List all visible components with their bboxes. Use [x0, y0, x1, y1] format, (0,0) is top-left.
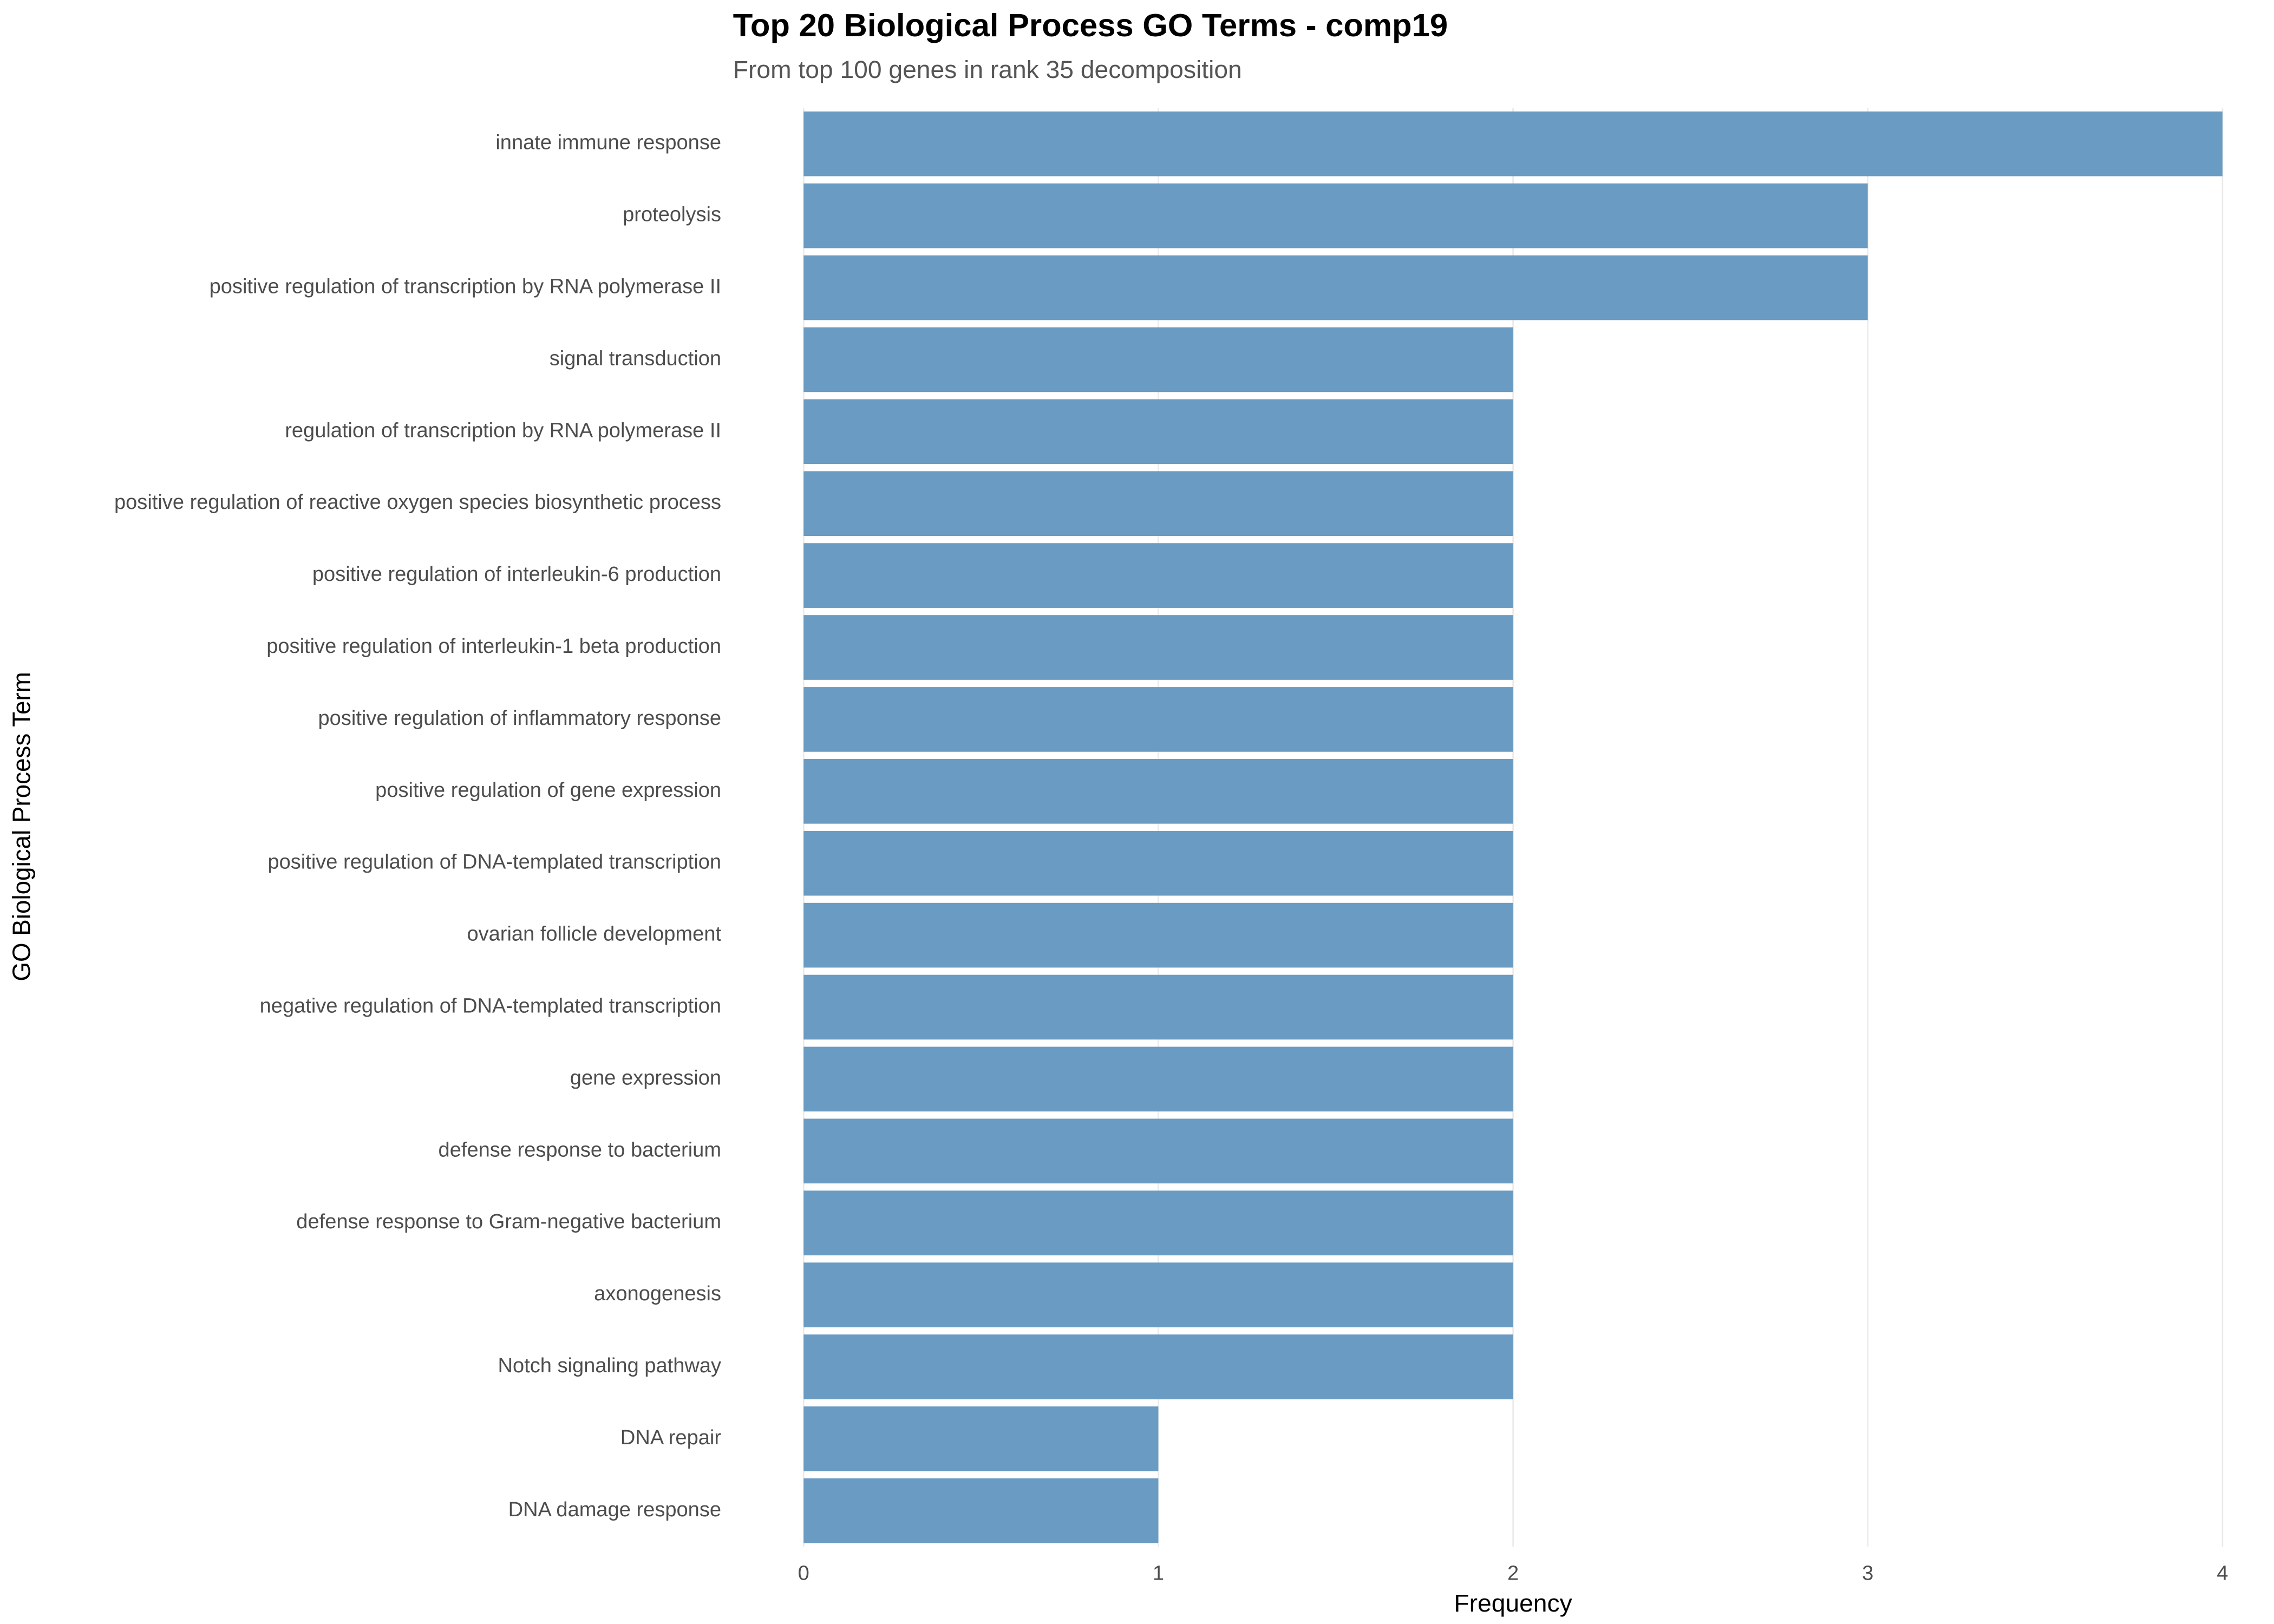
y-tick-label: gene expression — [570, 1067, 721, 1090]
y-tick-label: positive regulation of transcription by … — [210, 276, 721, 298]
bar — [803, 111, 2223, 176]
bar — [803, 1478, 1159, 1543]
bar — [803, 1118, 1513, 1184]
y-tick-label: axonogenesis — [594, 1282, 721, 1305]
bar — [803, 1262, 1513, 1327]
y-tick-label: defense response to bacterium — [439, 1138, 721, 1161]
y-tick-label: signal transduction — [550, 348, 721, 370]
x-tick-label: 2 — [1507, 1562, 1519, 1585]
bar — [803, 471, 1513, 536]
bar — [803, 183, 1868, 248]
bar — [803, 687, 1513, 752]
bar — [803, 1334, 1513, 1399]
y-tick-label: positive regulation of interleukin-6 pro… — [312, 563, 721, 586]
y-tick-label: proteolysis — [623, 204, 721, 226]
x-tick-label: 1 — [1153, 1562, 1164, 1585]
y-tick-label: positive regulation of inflammatory resp… — [318, 707, 722, 730]
x-axis-title: Frequency — [1454, 1589, 1572, 1617]
y-tick-label: defense response to Gram-negative bacter… — [296, 1210, 721, 1233]
y-tick-label: DNA damage response — [508, 1498, 721, 1521]
bar — [803, 1190, 1513, 1256]
bar — [803, 399, 1513, 464]
y-tick-label: ovarian follicle development — [467, 923, 721, 946]
bar — [803, 830, 1513, 896]
bar — [803, 1046, 1513, 1112]
y-axis-title: GO Biological Process Term — [8, 672, 36, 981]
bar — [803, 902, 1513, 968]
y-tick-label: negative regulation of DNA-templated tra… — [260, 995, 721, 1018]
bar — [803, 543, 1513, 608]
y-tick-label: innate immune response — [495, 132, 721, 154]
bar — [803, 255, 1868, 320]
y-tick-label: regulation of transcription by RNA polym… — [285, 419, 721, 442]
y-tick-label: positive regulation of gene expression — [375, 779, 721, 802]
bar — [803, 327, 1513, 392]
bar — [803, 759, 1513, 824]
y-tick-label: positive regulation of DNA-templated tra… — [267, 851, 721, 874]
x-tick-label: 4 — [2217, 1562, 2228, 1585]
bar — [803, 1406, 1159, 1471]
x-tick-label: 3 — [1862, 1562, 1873, 1585]
bar — [803, 615, 1513, 680]
y-tick-label: Notch signaling pathway — [498, 1354, 722, 1377]
x-tick-label: 0 — [798, 1562, 809, 1585]
chart-title: Top 20 Biological Process GO Terms - com… — [733, 7, 1448, 43]
y-tick-label: DNA repair — [620, 1426, 721, 1449]
y-tick-label: positive regulation of reactive oxygen s… — [114, 491, 721, 514]
bar — [803, 974, 1513, 1040]
y-tick-label: positive regulation of interleukin-1 bet… — [266, 635, 721, 658]
chart-subtitle: From top 100 genes in rank 35 decomposit… — [733, 55, 1242, 83]
